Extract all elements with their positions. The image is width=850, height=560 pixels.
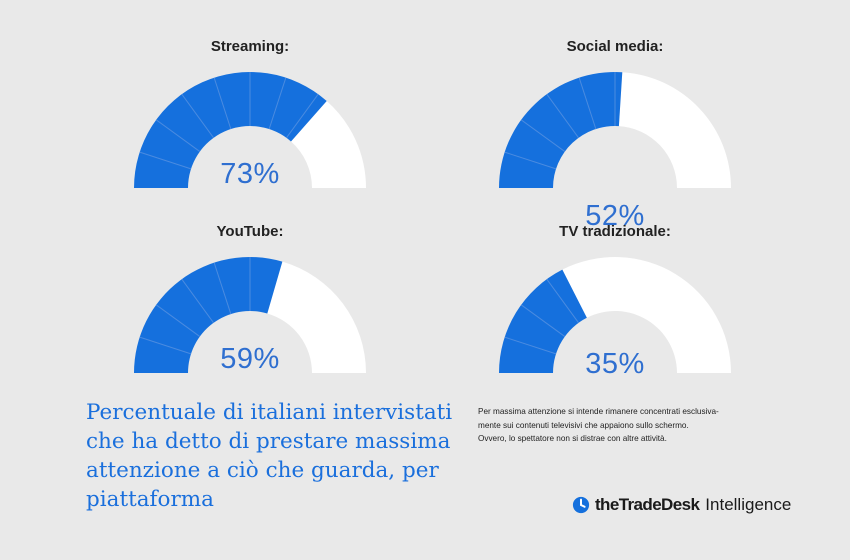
gauge-chart xyxy=(499,257,731,373)
gauge-title: Streaming: xyxy=(210,38,290,55)
brand-suffix: Intelligence xyxy=(705,495,792,514)
gauge-segment-divider xyxy=(155,304,201,337)
gauge-segment-divider xyxy=(213,77,232,130)
gauge-remaining-arc xyxy=(618,72,731,188)
gauge-segment-divider xyxy=(504,336,557,355)
gauge-title: Social media: xyxy=(566,38,664,55)
gauge-value-label: 73% xyxy=(220,158,280,190)
gauge-segment-divider xyxy=(578,77,597,130)
gauge-social-media: Social media: 52% xyxy=(465,38,765,232)
gauge-value-label: 35% xyxy=(585,348,645,380)
footnote: Per massima attenzione si intende rimane… xyxy=(478,405,798,446)
chart-caption: Percentuale di italiani intervistati che… xyxy=(86,400,453,512)
gauge-segment-divider xyxy=(520,304,566,337)
gauge-filled-arc xyxy=(499,72,623,188)
brand-logo: theTradeDesk Intelligence xyxy=(572,492,791,518)
gauge-segment-divider xyxy=(520,119,566,152)
gauge-value-label: 52% xyxy=(585,200,645,232)
gauge-remaining-arc xyxy=(267,261,366,373)
gauge-chart xyxy=(499,72,731,188)
clock-icon xyxy=(572,496,590,514)
footnote-line: mente sui contenuti televisivi che appai… xyxy=(478,420,689,430)
gauge-segment-divider xyxy=(286,93,319,139)
gauge-remaining-arc xyxy=(562,257,731,373)
gauge-tv-tradizionale: TV tradizionale: 35% xyxy=(465,223,765,398)
gauge-streaming: Streaming: 73% xyxy=(100,38,400,213)
gauge-segment-divider xyxy=(268,77,287,130)
gauge-chart xyxy=(134,72,366,188)
gauge-value-label: 59% xyxy=(220,343,280,375)
footnote-line: Ovvero, lo spettatore non si distrae con… xyxy=(478,434,667,443)
gauge-remaining-arc xyxy=(291,100,366,188)
gauge-segment-divider xyxy=(155,119,201,152)
gauge-title: TV tradizionale: xyxy=(559,223,671,240)
gauge-segment-divider xyxy=(546,278,579,324)
gauge-title: YouTube: xyxy=(216,223,284,240)
gauge-segment-divider xyxy=(181,93,214,139)
gauge-chart xyxy=(134,257,366,373)
gauge-segment-divider xyxy=(181,278,214,324)
brand-name: theTradeDesk xyxy=(595,495,700,514)
gauge-filled-arc xyxy=(499,269,587,373)
gauge-segment-divider xyxy=(546,93,579,139)
gauge-segment-divider xyxy=(139,336,192,355)
gauge-segment-divider xyxy=(213,262,232,315)
gauge-youtube: YouTube: 59% xyxy=(100,223,400,398)
footnote-line: Per massima attenzione si intende rimane… xyxy=(478,407,719,416)
gauge-segment-divider xyxy=(504,151,557,170)
gauge-segment-divider xyxy=(139,151,192,170)
